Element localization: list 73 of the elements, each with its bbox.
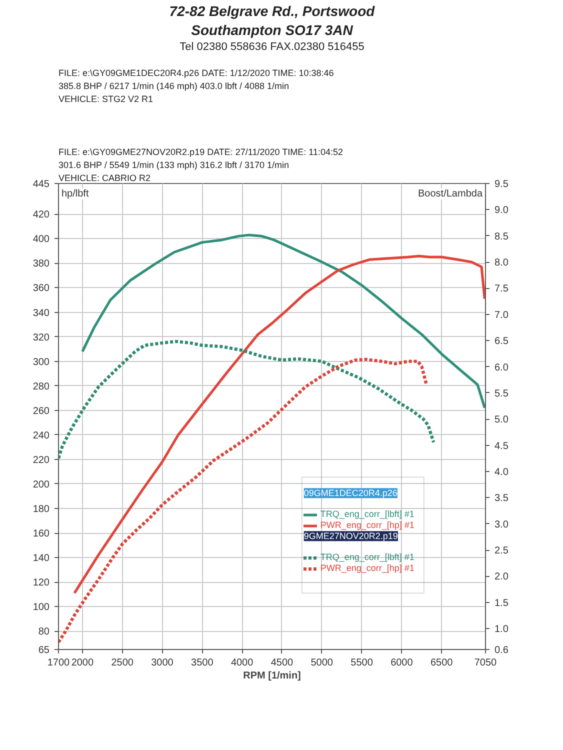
x-tick-label: 3500 (191, 658, 214, 668)
text: Tel 02380 558636 FAX.02380 516455 (180, 41, 364, 53)
text: FILE: e:\GY09GME27NOV20R2.p19 DATE: 27/11/2020 TIME: 11:04:52 (58, 147, 343, 157)
y-tick-label: 340 (32, 308, 50, 319)
y2-tick-label: 2.5 (494, 546, 509, 557)
text: 72-82 Belgrave Rd., Portswood (169, 3, 376, 19)
y-tick-label: 200 (32, 479, 50, 490)
y-tick-label: 360 (32, 283, 50, 294)
y2-tick-label: 9.5 (494, 179, 509, 190)
y2-tick-label: 4.5 (494, 440, 509, 452)
line-series (73, 254, 486, 594)
y2-tick-label: 9.0 (494, 205, 509, 216)
line-series (81, 234, 486, 410)
y2-tick-label: 8.0 (494, 258, 509, 269)
x-tick-label: 6000 (390, 658, 414, 668)
y-axis-title: hp/lbft (62, 188, 89, 200)
y-tick-label: 280 (32, 381, 50, 392)
text: Southampton SO17 3AN (191, 22, 354, 38)
y2-tick-label: 7.0 (494, 310, 509, 321)
y2-tick-label: 5.5 (494, 388, 509, 400)
text: 301.6 BHP / 5549 1/min (133 mph) 316.2 lbft / 3170 1/min (58, 160, 289, 170)
text: 385.8 BHP / 6217 1/min (146 mph) 403.0 lbft / 4088 1/min (58, 81, 289, 91)
x-tick-label: 4500 (270, 658, 294, 668)
x-tick-label: 3000 (151, 658, 174, 668)
x-tick-label: 2500 (111, 658, 134, 668)
y-tick-label: 240 (32, 430, 50, 442)
x-tick-label: 7050 (474, 658, 498, 668)
y2-tick-label: 3.0 (494, 519, 509, 530)
x-tick-label: 1700 (47, 658, 70, 668)
y-tick-label: 180 (32, 504, 50, 515)
y-tick-label: 400 (32, 234, 50, 246)
legend-label: TRQ_eng_corr_[lbft] #1 (320, 509, 414, 520)
y-tick-label: 220 (32, 454, 50, 466)
y-tick-label: 300 (32, 356, 50, 368)
x-tick-label: 4000 (230, 658, 254, 668)
legend-label: PWR_eng_corr_[hp] #1 (320, 520, 414, 530)
y-tick-label: 380 (32, 258, 50, 270)
annotation: 09GME1DEC20R4.p26 (304, 488, 398, 498)
annotation: 9GME27NOV20R2.p19 (304, 531, 398, 542)
y2-tick-label: 0.6 (494, 645, 509, 656)
y-tick-label: 320 (32, 332, 50, 344)
y2-tick-label: 2.0 (494, 572, 509, 583)
x-tick-label: 6500 (430, 658, 454, 668)
line-series (58, 358, 428, 644)
legend-label: PWR_eng_corr_[hp] #1 (320, 563, 414, 574)
y2-tick-label: 6.0 (494, 362, 509, 374)
x-tick-label: 5000 (310, 658, 334, 668)
y2-tick-label: 4.0 (494, 466, 509, 478)
y2-tick-label: 1.0 (494, 624, 509, 636)
y2-tick-label: 5.0 (494, 414, 509, 426)
text: VEHICLE: STG2 V2 R1 (58, 94, 154, 104)
y-tick-label: 445 (32, 179, 50, 190)
x-axis-title: RPM [1/min] (243, 670, 301, 682)
x-tick-label: 5500 (350, 658, 374, 668)
y2-tick-label: 8.5 (494, 231, 509, 242)
line-series (58, 340, 436, 460)
text: FILE: e:\GY09GME1DEC20R4.p26 DATE: 1/12/2020 TIME: 10:38:46 (58, 68, 334, 78)
y-tick-label: 140 (32, 553, 50, 564)
y2-tick-label: 1.5 (494, 598, 509, 609)
y-tick-label: 120 (32, 578, 50, 589)
y2-tick-label: 3.5 (494, 493, 509, 504)
y-tick-label: 160 (32, 528, 50, 540)
y-tick-label: 65 (38, 645, 50, 656)
y-tick-label: 420 (32, 210, 50, 221)
x-tick-label: 2000 (71, 658, 94, 668)
y-tick-label: 80 (38, 626, 50, 638)
y-tick-label: 260 (32, 406, 50, 417)
y-tick-label: 100 (32, 602, 50, 614)
y2-tick-label: 6.5 (494, 336, 509, 348)
y2-axis-title: Boost/Lambda (418, 188, 483, 200)
text: VEHICLE: CABRIO R2 (58, 173, 151, 183)
legend-label: TRQ_eng_corr_[lbft] #1 (320, 552, 414, 562)
y2-tick-label: 7.5 (494, 284, 509, 295)
